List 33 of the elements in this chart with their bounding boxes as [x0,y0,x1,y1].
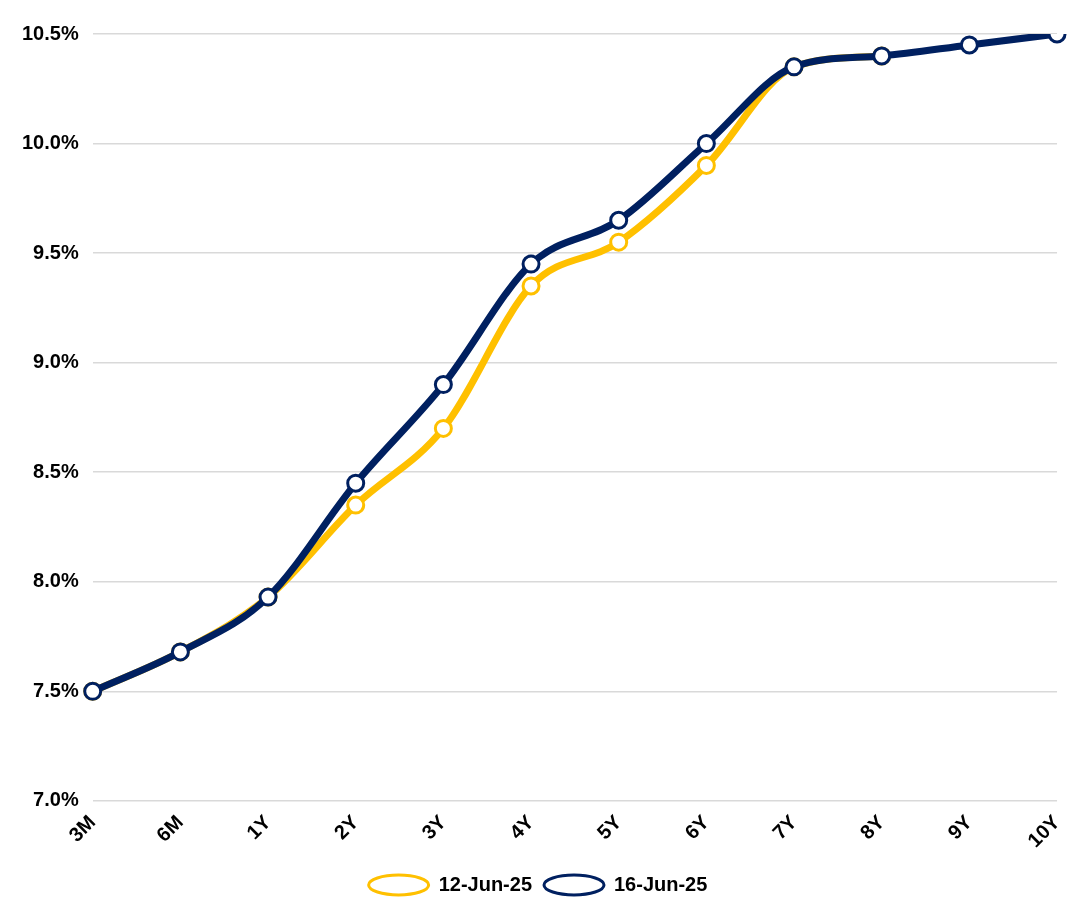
x-tick-label: 2Y [329,810,363,844]
x-tick-label: 8Y [855,810,889,844]
point [696,134,716,154]
y-tick-label: 9.0% [33,350,79,373]
x-tick-label: 6Y [680,810,714,844]
y-tick-label: 7.0% [33,788,79,811]
x-tick-label: 9Y [943,810,977,844]
y-tick-label: 9.5% [33,240,79,263]
x-tick-label: 10Y [1023,810,1065,852]
point [433,418,453,438]
point [959,35,979,55]
point [346,473,366,493]
x-tick-label: 4Y [504,810,539,844]
x-tick-label: 3Y [417,810,451,844]
x-tick-label: 3M [64,810,100,846]
x-tick-label: 7Y [767,810,802,844]
point [521,254,541,274]
point [609,232,629,252]
point [346,495,366,515]
legend-label: 16-Jun-25 [614,872,708,895]
y-tick-label: 8.5% [33,459,79,482]
legend-label: 12-Jun-25 [438,872,533,895]
y-tick-label: 10.0% [21,131,79,154]
point [609,210,629,230]
y-tick-label: 10.5% [21,21,79,44]
point [433,375,453,395]
y-tick-label: 8.0% [33,569,79,592]
point [521,276,541,296]
x-tick-label: 1Y [241,810,276,844]
x-tick-label: 6M [151,810,188,846]
x-tick-label: 5Y [592,810,626,844]
y-tick-label: 7.5% [33,678,79,701]
point [696,155,716,175]
